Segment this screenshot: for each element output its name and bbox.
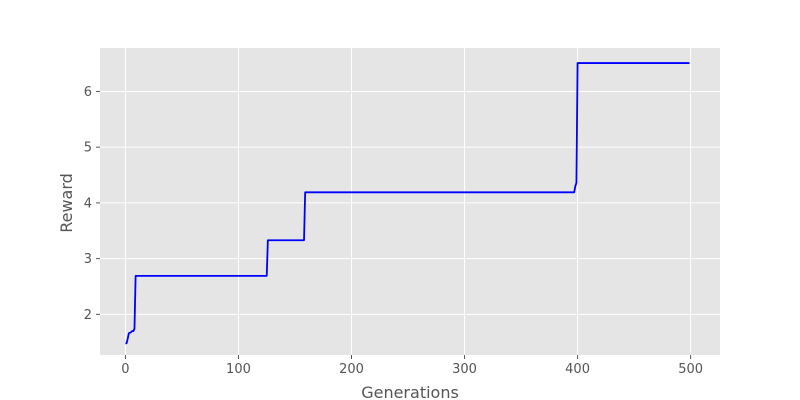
x-axis-label: Generations [361, 383, 459, 400]
y-tick-label: 6 [84, 85, 92, 100]
series-layer [125, 62, 690, 345]
grid-lines [100, 48, 720, 355]
plot-area [100, 48, 720, 355]
x-tick-label: 200 [339, 362, 364, 377]
x-tick-label: 0 [121, 362, 129, 377]
x-axis-ticks: 0 100 200 300 400 500 [121, 355, 703, 377]
y-axis-label: Reward [57, 173, 76, 233]
y-tick-label: 5 [84, 141, 92, 156]
y-tick-label: 4 [84, 196, 92, 211]
x-tick-label: 100 [226, 362, 251, 377]
x-tick-label: 400 [565, 362, 590, 377]
x-tick-label: 300 [452, 362, 477, 377]
y-tick-label: 3 [84, 252, 92, 267]
y-tick-label: 2 [84, 308, 92, 323]
x-tick-label: 500 [678, 362, 703, 377]
y-axis-ticks: 2 3 4 5 6 [84, 85, 100, 323]
reward-series-line [125, 62, 690, 345]
